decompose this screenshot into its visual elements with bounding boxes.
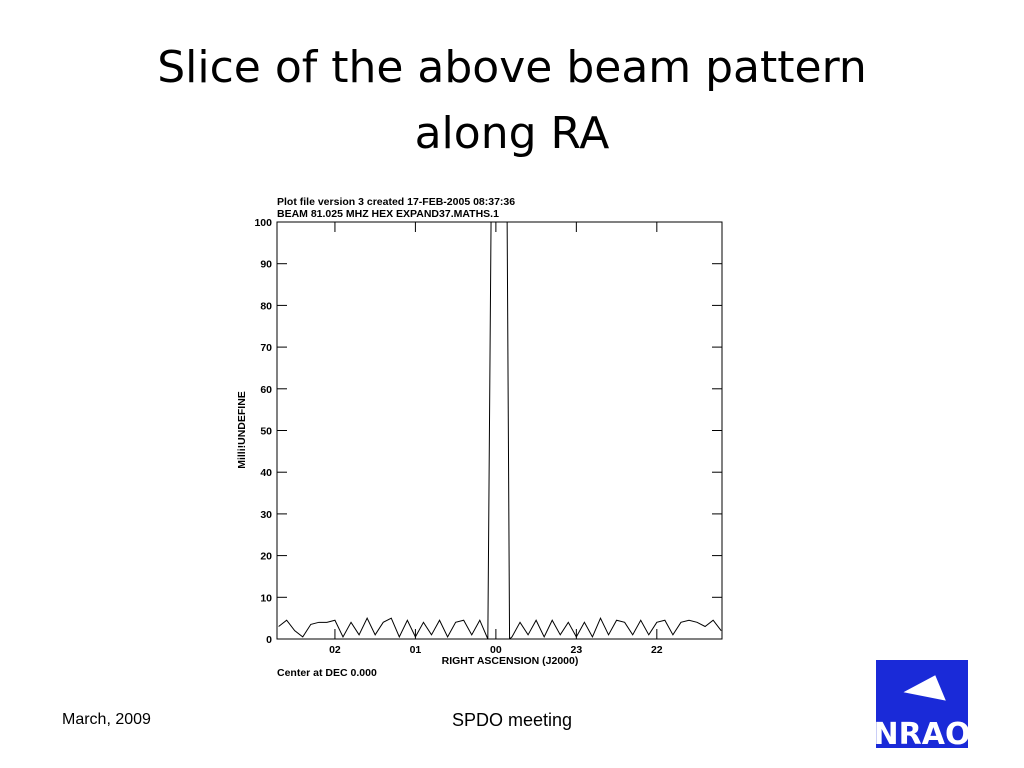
slide-footer: SPDO meeting	[452, 710, 572, 730]
x-tick-label: 01	[410, 644, 422, 656]
x-tick-label: 02	[329, 644, 341, 656]
logo-text: NRAO	[874, 717, 971, 752]
y-tick-label: 80	[260, 300, 272, 312]
logo: NRAO	[874, 660, 971, 752]
y-tick-label: 100	[254, 217, 272, 229]
x-tick-label: 23	[571, 644, 583, 656]
logo-dish	[903, 675, 946, 701]
plot-header: Plot file version 3 created 17-FEB-2005 …	[277, 196, 515, 208]
y-tick-label: 50	[260, 426, 272, 438]
y-tick-label: 20	[260, 551, 272, 563]
y-tick-label: 0	[266, 634, 272, 646]
slide-title: along RA	[415, 108, 610, 159]
y-tick-label: 10	[260, 592, 272, 604]
y-tick-label: 30	[260, 509, 272, 521]
x-tick-label: 00	[490, 644, 502, 656]
x-tick-label: 22	[651, 644, 663, 656]
slide-date: March, 2009	[62, 711, 151, 728]
y-tick-label: 70	[260, 342, 272, 354]
plot-frame	[276, 221, 723, 640]
y-tick-label: 60	[260, 384, 272, 396]
y-tick-label: 90	[260, 259, 272, 271]
beam-line	[278, 222, 722, 639]
logo-box	[876, 660, 968, 748]
plot-note: Center at DEC 0.000	[277, 667, 377, 679]
y-tick-label: 40	[260, 467, 272, 479]
y-axis-label: Milli!UNDEFINE	[236, 391, 248, 469]
plot-header: BEAM 81.025 MHZ HEX EXPAND37.MATHS.1	[277, 208, 499, 220]
x-axis-label: RIGHT ASCENSION (J2000)	[442, 655, 579, 667]
slide-title: Slice of the above beam pattern	[157, 42, 867, 93]
